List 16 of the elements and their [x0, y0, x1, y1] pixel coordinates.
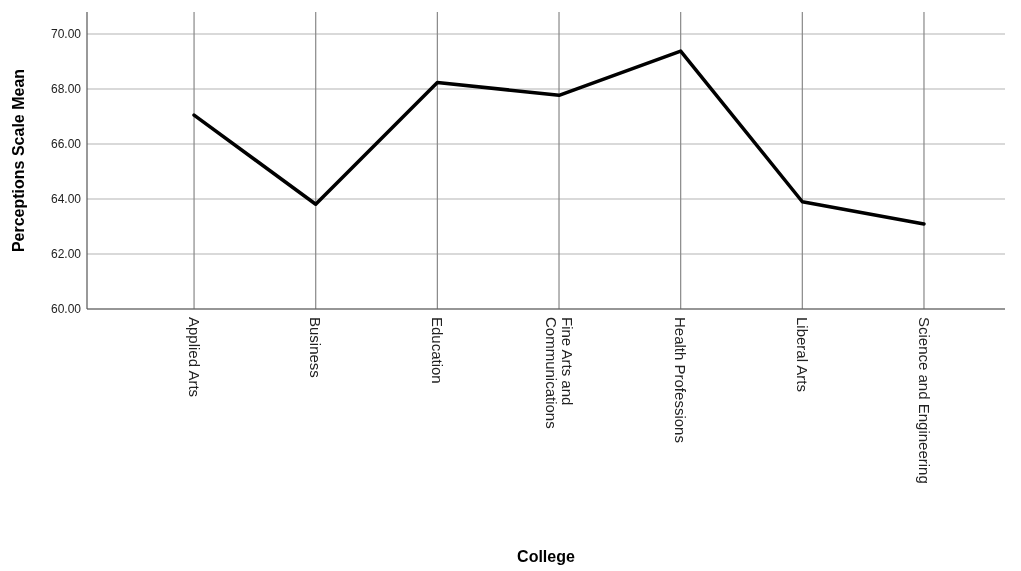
x-tick-label: Fine Arts and Communications: [542, 317, 577, 429]
x-axis-title: College: [517, 548, 575, 565]
y-tick-label: 64.00: [50, 192, 82, 207]
x-tick-label: Business: [307, 317, 325, 378]
y-tick-label: 62.00: [50, 247, 82, 262]
x-tick-label: Health Professions: [672, 317, 690, 443]
x-tick-label: Science and Engineering: [915, 317, 933, 484]
x-tick-label: Liberal Arts: [794, 317, 812, 393]
line-series: [192, 49, 926, 226]
y-tick-label: 68.00: [50, 82, 82, 97]
y-tick-label: 70.00: [50, 27, 82, 42]
y-axis-title: Perceptions Scale Mean: [10, 68, 27, 253]
x-tick-label: Applied Arts: [185, 317, 203, 398]
y-tick-label: 66.00: [50, 137, 82, 152]
y-tick-label: 60.00: [50, 302, 82, 317]
x-tick-label: Education: [429, 317, 447, 384]
